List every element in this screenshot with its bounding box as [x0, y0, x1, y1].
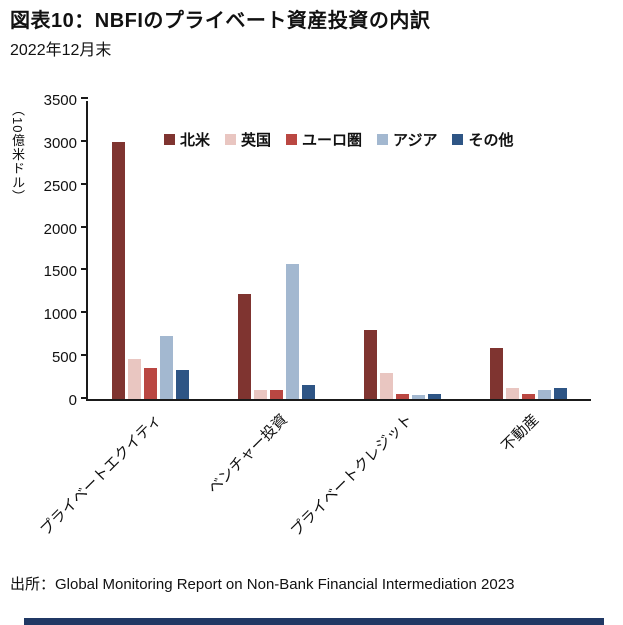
legend-swatch — [225, 134, 237, 145]
legend-label: 英国 — [241, 132, 272, 149]
legend-swatch — [452, 134, 464, 145]
bottom-strip — [24, 618, 604, 625]
bar — [176, 370, 190, 399]
y-tick-mark — [81, 354, 88, 357]
y-tick-mark — [81, 397, 88, 399]
legend-item: 英国 — [225, 129, 271, 150]
x-axis-label: ベンチャー投資 — [204, 411, 291, 498]
bar — [489, 348, 503, 399]
legend-label: ユーロ圏 — [302, 132, 363, 149]
bar — [379, 373, 393, 399]
legend-swatch — [377, 134, 389, 145]
bar — [427, 394, 441, 399]
y-tick-mark — [81, 268, 88, 271]
bar — [238, 294, 252, 399]
plot-column: 北米 英国 ユーロ圏 アジア その他 プライベートエクイティ ベンチャー投資 プライベートク… — [37, 97, 591, 553]
bar-groups — [88, 101, 591, 399]
bar — [254, 390, 268, 399]
y-axis-title: （10億米ドル） — [10, 103, 25, 204]
x-axis-label: 不動産 — [498, 411, 543, 455]
bar — [395, 394, 409, 399]
bar-group — [88, 142, 214, 399]
bar-group — [214, 264, 340, 399]
plot-area: 北米 英国 ユーロ圏 アジア その他 — [81, 97, 591, 401]
y-tick-mark — [81, 311, 88, 314]
y-tick-mark — [81, 182, 88, 185]
bar — [128, 359, 142, 399]
bar — [553, 388, 567, 399]
legend-item: その他 — [452, 129, 513, 150]
bar — [112, 142, 126, 399]
bar — [537, 390, 551, 399]
y-tick-mark — [81, 97, 88, 99]
legend-label: アジア — [393, 132, 438, 149]
bar — [363, 330, 377, 399]
bar-group — [465, 348, 591, 399]
figure-title: 図表10：NBFIのプライベート資産投資の内訳 — [10, 10, 431, 32]
y-tick-label: 3500 — [43, 92, 77, 109]
legend-swatch — [286, 134, 298, 145]
legend-label: その他 — [468, 132, 514, 149]
y-tick-label: 1000 — [43, 306, 77, 324]
y-tick-label: 1500 — [43, 263, 77, 281]
y-tick-label: 2500 — [43, 177, 77, 195]
y-tick-mark — [81, 139, 88, 142]
bar — [521, 394, 535, 399]
figure-subtitle: 2022年12月末 — [10, 42, 112, 59]
bar — [160, 336, 174, 399]
x-axis-label: プライベートエクイティ — [37, 411, 166, 539]
x-axis-labels: プライベートエクイティ ベンチャー投資 プライベートクレジット 不動産 — [37, 401, 591, 553]
x-axis-label: プライベートクレジット — [287, 411, 417, 540]
bar — [144, 368, 158, 399]
source-note: 出所：Global Monitoring Report on Non-Bank … — [10, 576, 515, 593]
bar — [286, 264, 300, 399]
chart-legend: 北米 英国 ユーロ圏 アジア その他 — [164, 129, 513, 150]
y-tick-label: 500 — [51, 349, 77, 367]
y-tick-mark — [81, 225, 88, 228]
y-axis-title-column: （10億米ドル） — [10, 101, 36, 208]
y-tick-label: 3000 — [43, 134, 77, 152]
bar — [505, 388, 519, 399]
bar — [302, 385, 316, 399]
y-axis-tick-labels: 0 500 1000 1500 2000 2500 3000 3500 — [36, 92, 86, 409]
bar-group — [340, 330, 466, 399]
y-tick-label: 2000 — [43, 220, 77, 238]
legend-swatch — [164, 134, 175, 145]
legend-item: アジア — [377, 129, 437, 150]
legend-item: ユーロ圏 — [286, 129, 362, 150]
bar — [270, 390, 284, 399]
legend-label: 北米 — [180, 132, 211, 149]
bar-chart: （10億米ドル） 0 500 1000 1500 2000 2500 3000 3500 北米… — [10, 92, 615, 553]
legend-item: 北米 — [164, 129, 210, 150]
y-tick-label: 0 — [68, 392, 77, 409]
bar — [411, 395, 425, 399]
